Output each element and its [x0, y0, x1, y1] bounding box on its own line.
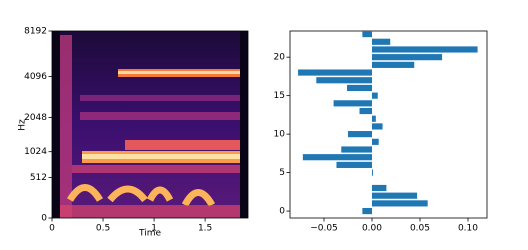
bar: [371, 115, 376, 122]
y-tick-label: 10: [274, 130, 286, 140]
x-tick-label: 1: [151, 224, 157, 234]
bar: [371, 169, 373, 176]
x-tick-label: 0.00: [362, 224, 382, 234]
bar: [333, 100, 372, 107]
bar: [336, 161, 372, 168]
spectrogram-image: [52, 31, 248, 218]
y-tick-label: 0: [279, 207, 285, 217]
y-tick-label: 8192: [24, 27, 47, 37]
bar: [347, 84, 372, 92]
y-tick-label: 20: [274, 53, 286, 63]
x-tick-label: 0.5: [96, 224, 110, 234]
bar: [371, 184, 387, 192]
y-tick-label: 5: [279, 168, 285, 178]
bar: [362, 207, 372, 215]
x-tick-label: −0.05: [310, 224, 338, 234]
y-tick-label: 15: [274, 91, 285, 101]
x-tick-label: 0: [49, 224, 55, 234]
bar: [371, 54, 443, 61]
bar: [298, 69, 372, 76]
y-tick-label: 512: [30, 173, 47, 183]
y-tick-label: 0: [41, 214, 47, 224]
bar: [371, 38, 391, 45]
x-tick-label: 0.05: [410, 224, 430, 234]
bar: [371, 46, 478, 53]
bar: [371, 138, 379, 145]
bar: [359, 107, 372, 115]
bar: [347, 131, 372, 138]
bar: [302, 154, 372, 161]
y-tick-label: 1024: [24, 147, 47, 157]
bar: [362, 31, 372, 38]
axes-frame: [51, 30, 249, 219]
bar: [371, 92, 378, 99]
x-axis-label: Time: [138, 229, 161, 239]
bar: [316, 77, 372, 84]
y-tick-label: 2048: [24, 113, 47, 123]
y-axis-label: Hz: [18, 119, 28, 131]
x-tick-label: 1.5: [198, 224, 212, 234]
bar: [371, 200, 428, 207]
bar: [371, 123, 383, 130]
x-tick-label: 0.10: [458, 224, 478, 234]
bar: [341, 146, 372, 153]
bar: [371, 61, 415, 68]
axes-frame: [289, 30, 488, 219]
bar: [371, 192, 418, 199]
y-tick-label: 4096: [24, 72, 47, 82]
